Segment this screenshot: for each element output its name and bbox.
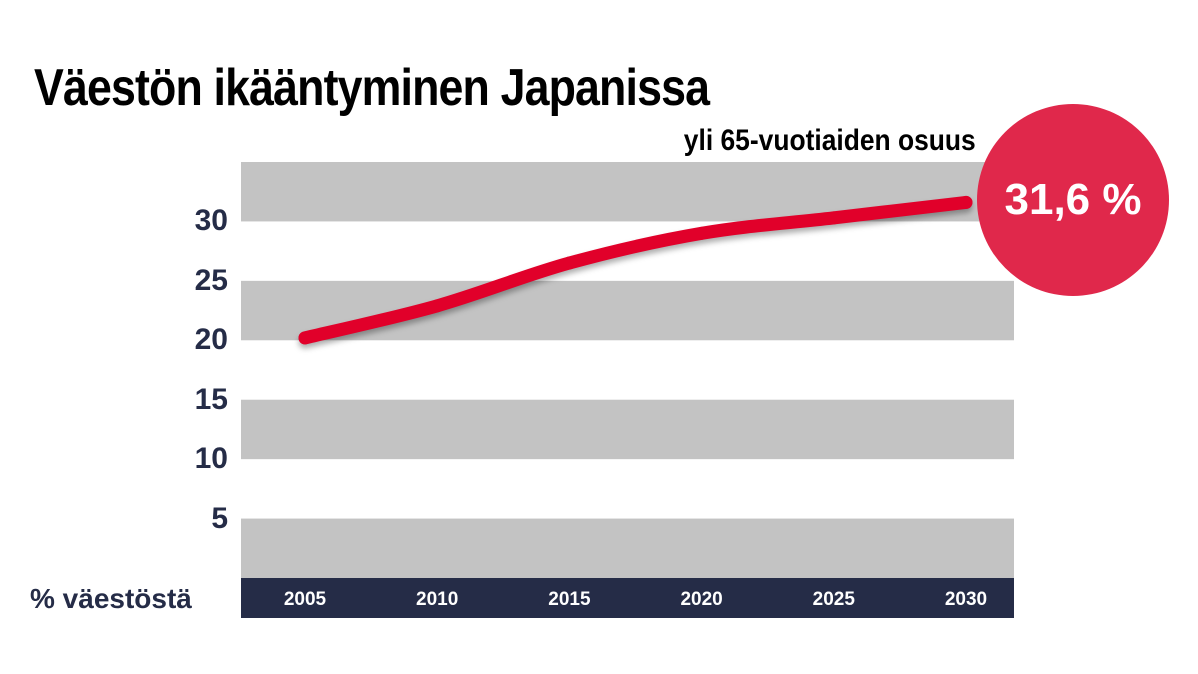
- grid-band: [241, 399, 1014, 460]
- x-axis-bar: [241, 578, 1014, 618]
- x-tick-label: 2030: [945, 589, 987, 610]
- grid-band: [241, 518, 1014, 578]
- value-callout-label: 31,6 %: [1004, 175, 1142, 224]
- y-tick-label: 25: [194, 263, 228, 297]
- data-point: [298, 331, 312, 345]
- y-axis-label: % väestöstä: [30, 583, 192, 614]
- data-point: [562, 256, 576, 270]
- chart-title: Väestön ikääntyminen Japanissa: [34, 59, 710, 117]
- data-point: [430, 299, 444, 313]
- x-tick-label: 2020: [680, 589, 722, 610]
- y-tick-label: 5: [211, 501, 228, 535]
- chart-subtitle: yli 65-vuotiaiden osuus: [684, 124, 976, 157]
- series-line: [298, 195, 973, 345]
- x-axis-ticks: 2005 2010 2015 2020 2025 2030: [284, 589, 987, 610]
- y-tick-label: 10: [194, 442, 228, 476]
- x-tick-label: 2025: [813, 589, 856, 610]
- x-tick-label: 2010: [416, 589, 458, 610]
- data-point: [827, 211, 841, 225]
- series-points: [298, 195, 973, 345]
- y-tick-label: 30: [194, 204, 228, 238]
- y-tick-label: 20: [194, 323, 228, 357]
- grid-bands: [241, 162, 1014, 578]
- value-callout-circle: [977, 104, 1169, 296]
- data-point: [695, 226, 709, 240]
- data-point: [959, 195, 973, 209]
- y-tick-label: 15: [194, 382, 228, 416]
- x-tick-label: 2015: [548, 589, 591, 610]
- x-tick-label: 2005: [284, 589, 327, 610]
